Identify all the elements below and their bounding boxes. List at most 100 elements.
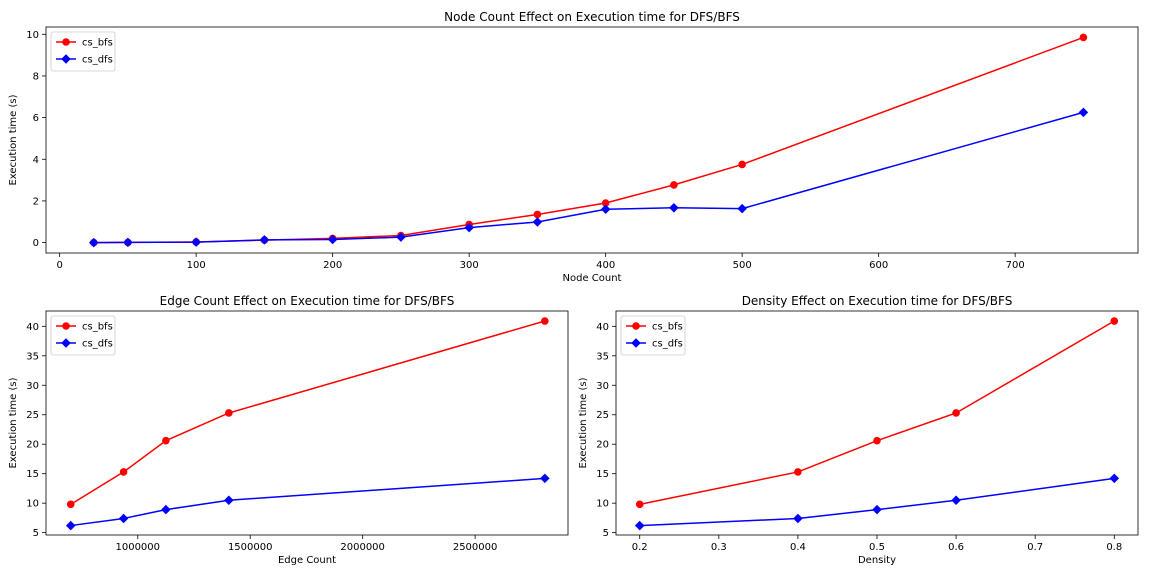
data-point-cs_dfs	[737, 203, 747, 214]
legend-marker-cs_bfs	[632, 322, 640, 330]
chart-title: Density Effect on Execution time for DFS…	[742, 294, 1013, 308]
plot-frame	[45, 26, 1139, 254]
data-point-cs_dfs	[123, 237, 133, 248]
legend-marker-cs_dfs	[61, 54, 71, 64]
data-point-cs_bfs	[1079, 33, 1088, 42]
data-point-cs_dfs	[600, 204, 611, 215]
data-point-cs_bfs	[225, 409, 233, 417]
data-point-cs_bfs	[794, 468, 802, 476]
legend-label-cs_bfs: cs_bfs	[652, 322, 683, 333]
data-point-cs_bfs	[541, 317, 549, 325]
data-point-cs_bfs	[670, 181, 678, 189]
chart-title: Edge Count Effect on Execution time for …	[160, 294, 455, 308]
data-point-cs_bfs	[162, 436, 170, 445]
y-tick-label: 15	[596, 469, 609, 480]
chart-title: Node Count Effect on Execution time for …	[444, 10, 740, 24]
plot-frame	[615, 310, 1139, 536]
data-point-cs_dfs	[951, 495, 961, 505]
data-point-cs_dfs	[191, 237, 201, 247]
legend-label-cs_bfs: cs_bfs	[82, 38, 113, 49]
x-tick-label: 0.3	[711, 542, 727, 553]
x-tick-label: 2000000	[340, 542, 385, 553]
x-tick-label: 1000000	[115, 542, 160, 553]
data-point-cs_dfs	[118, 513, 129, 524]
x-tick-label: 600	[869, 260, 888, 271]
data-point-cs_dfs	[532, 217, 543, 227]
series-line-cs_dfs	[70, 477, 545, 527]
plot-frame	[45, 310, 569, 536]
data-point-cs_dfs	[161, 504, 171, 515]
y-tick-label: 5	[603, 528, 609, 539]
x-tick-label: 0.6	[948, 542, 964, 553]
data-point-cs_dfs	[669, 203, 679, 213]
legend: cs_bfs cs_dfs	[50, 31, 116, 72]
x-axis-label: Edge Count	[278, 555, 336, 566]
data-point-cs_bfs	[66, 500, 75, 509]
chart-edge-count: Edge Count Effect on Execution time for …	[8, 294, 569, 566]
y-tick-label: 10	[26, 499, 39, 510]
series-line-cs_bfs	[639, 320, 1115, 506]
data-point-cs_bfs	[873, 436, 881, 445]
x-tick-label: 0	[56, 260, 62, 271]
x-tick-label: 0.7	[1027, 542, 1043, 553]
x-tick-label: 400	[596, 260, 615, 271]
x-tick-label: 0.8	[1106, 542, 1122, 553]
x-tick-label: 300	[460, 260, 479, 271]
series-line-cs_bfs	[70, 320, 546, 505]
y-tick-label: 30	[26, 381, 39, 392]
data-point-cs_bfs	[119, 468, 128, 476]
data-point-cs_dfs	[1078, 107, 1089, 118]
x-tick-label: 1500000	[228, 542, 273, 553]
data-point-cs_bfs	[635, 500, 644, 509]
data-point-cs_bfs	[1110, 317, 1119, 325]
legend-marker-cs_bfs	[62, 38, 70, 46]
y-tick-label: 25	[596, 410, 609, 421]
data-point-cs_dfs	[1109, 473, 1120, 484]
legend: cs_bfs cs_dfs	[50, 315, 116, 356]
data-point-cs_dfs	[396, 232, 406, 242]
y-tick-label: 40	[596, 322, 609, 333]
data-point-cs_dfs	[327, 234, 338, 245]
y-tick-label: 0	[33, 238, 39, 249]
x-axis-label: Node Count	[563, 273, 622, 284]
chart-node-count: Node Count Effect on Execution time for …	[8, 10, 1139, 284]
data-point-cs_dfs	[224, 495, 234, 505]
x-tick-label: 100	[187, 260, 206, 271]
y-tick-label: 35	[596, 351, 609, 362]
series-line-cs_dfs	[93, 111, 1084, 244]
y-tick-label: 10	[26, 30, 39, 41]
data-point-cs_dfs	[259, 235, 270, 245]
y-tick-label: 4	[33, 155, 39, 166]
y-tick-label: 2	[33, 196, 39, 207]
data-point-cs_dfs	[634, 520, 645, 531]
chart-density: Density Effect on Execution time for DFS…	[578, 294, 1139, 566]
x-tick-label: 700	[1006, 260, 1025, 271]
legend: cs_bfs cs_dfs	[620, 315, 686, 356]
legend-marker-cs_dfs	[61, 338, 71, 348]
legend-marker-cs_dfs	[631, 338, 641, 348]
data-point-cs_dfs	[793, 513, 803, 524]
x-tick-label: 2500000	[453, 542, 498, 553]
data-point-cs_bfs	[533, 210, 542, 219]
data-point-cs_dfs	[89, 237, 99, 248]
legend-label-cs_dfs: cs_dfs	[652, 339, 683, 350]
y-axis-label: Execution time (s)	[8, 94, 19, 185]
x-axis-label: Density	[858, 555, 896, 566]
x-tick-label: 200	[323, 260, 342, 271]
y-tick-label: 10	[596, 499, 609, 510]
data-point-cs_dfs	[65, 520, 76, 531]
data-point-cs_dfs	[464, 222, 474, 233]
y-axis-label: Execution time (s)	[578, 377, 589, 468]
x-tick-label: 0.2	[632, 542, 648, 553]
data-point-cs_bfs	[952, 409, 960, 417]
data-point-cs_dfs	[872, 504, 882, 515]
y-axis-label: Execution time (s)	[8, 377, 19, 468]
data-point-cs_bfs	[738, 160, 746, 169]
series-line-cs_dfs	[639, 477, 1115, 527]
y-tick-label: 15	[26, 469, 39, 480]
legend-label-cs_bfs: cs_bfs	[82, 322, 113, 333]
legend-label-cs_dfs: cs_dfs	[82, 55, 113, 66]
y-tick-label: 5	[33, 528, 39, 539]
x-tick-label: 0.4	[790, 542, 806, 553]
